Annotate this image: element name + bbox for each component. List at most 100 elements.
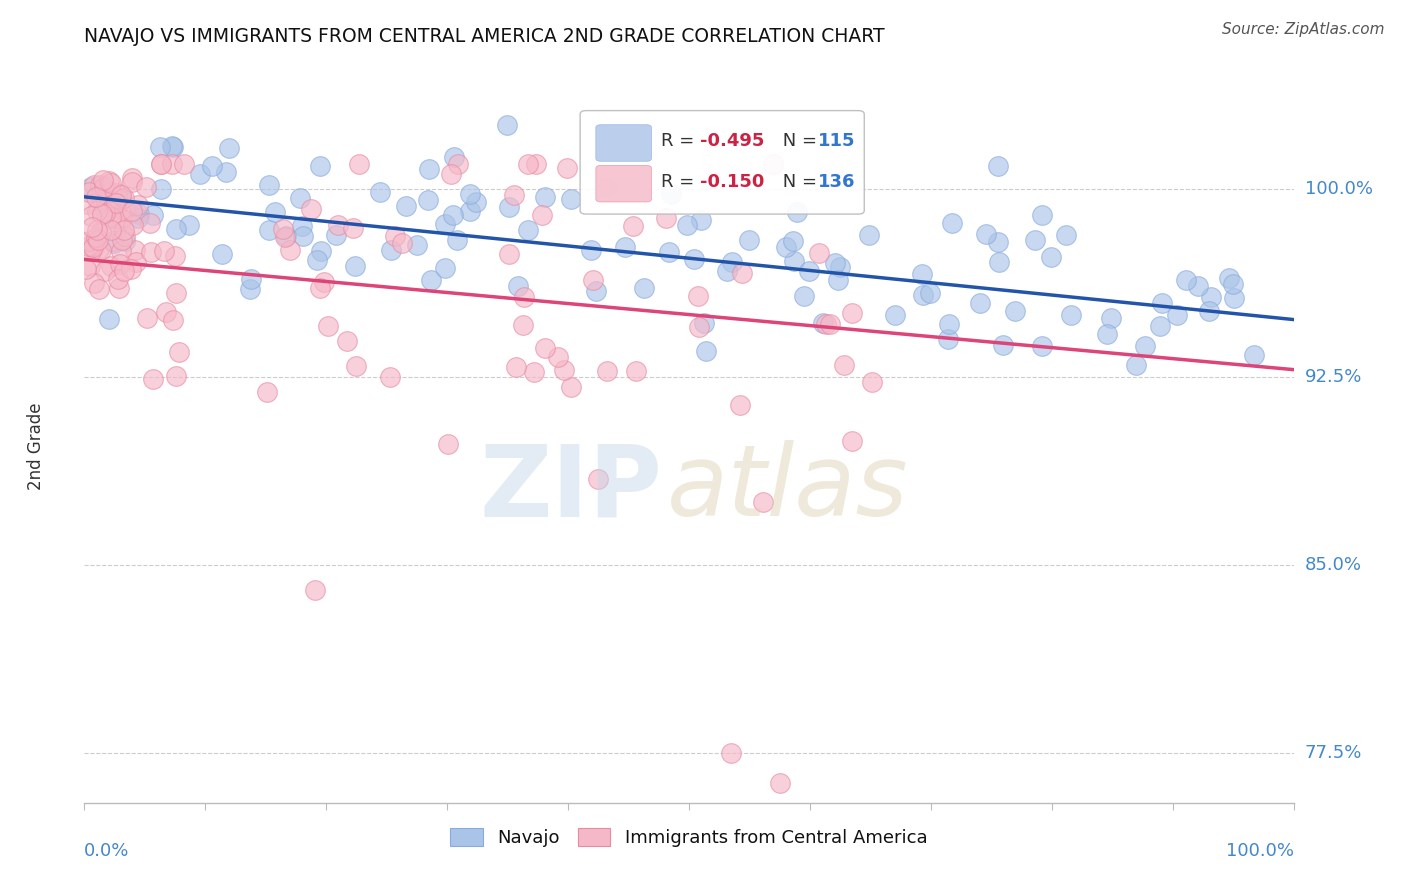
Point [100,211,122,225]
Point [814,318,837,332]
Text: 77.5%: 77.5% [1305,744,1362,762]
Point [987,159,1010,173]
Point [991,338,1014,352]
Point [633,281,655,295]
Text: -0.495: -0.495 [700,132,765,150]
Text: 0.0%: 0.0% [84,842,129,860]
Point [775,239,797,253]
Point [458,186,481,201]
Point [276,229,298,244]
Point [90,225,112,239]
Point [121,204,143,219]
Point [101,234,124,248]
Point [84,230,107,244]
Point [112,223,135,237]
Point [827,272,849,286]
Point [124,243,146,257]
Point [969,296,991,310]
Point [1149,319,1171,334]
Point [586,472,609,486]
Point [693,316,716,330]
Point [1133,339,1156,353]
Point [918,286,941,301]
Point [523,365,546,379]
Point [517,223,540,237]
Point [738,233,761,247]
Point [77,234,100,248]
Point [808,245,831,260]
Point [87,282,110,296]
Point [264,205,287,219]
Point [1222,291,1244,305]
Point [624,364,647,378]
Point [76,197,98,211]
Text: 136: 136 [818,173,856,191]
Point [974,227,997,241]
Point [127,197,149,211]
Point [505,359,527,374]
Point [89,178,111,192]
Point [941,216,963,230]
Point [257,222,280,236]
Point [86,233,108,247]
Point [316,318,339,333]
Text: 85.0%: 85.0% [1305,556,1361,574]
Point [107,272,129,286]
Point [128,207,150,221]
Point [1099,310,1122,325]
Point [152,244,174,258]
Point [912,288,935,302]
Point [936,332,959,346]
Point [305,253,328,268]
Point [783,254,806,268]
Point [434,261,457,276]
Point [162,140,184,154]
Text: N =: N = [778,132,823,150]
Point [1199,290,1222,304]
Point [141,245,163,260]
Point [440,167,463,181]
Point [517,157,540,171]
Point [342,220,364,235]
Legend: Navajo, Immigrants from Central America: Navajo, Immigrants from Central America [443,821,935,855]
Point [83,178,105,193]
Point [531,208,554,222]
Point [149,140,172,154]
Point [1218,271,1240,285]
FancyBboxPatch shape [596,165,651,202]
Point [211,247,233,261]
Point [560,380,582,394]
Point [1125,359,1147,373]
Point [121,171,143,186]
Point [101,211,124,226]
Point [534,189,557,203]
Point [165,249,187,263]
Point [301,202,323,216]
Point [120,262,142,277]
Point [689,213,711,227]
Point [344,359,367,373]
Point [91,207,114,221]
Point [1054,227,1077,242]
Point [1031,208,1053,222]
Point [93,180,115,194]
Text: 2nd Grade: 2nd Grade [27,402,45,490]
Point [613,240,636,254]
Point [1031,339,1053,353]
Point [114,228,136,243]
Point [160,157,183,171]
Point [142,372,165,386]
Point [110,244,132,259]
Point [524,157,547,171]
Point [77,186,100,200]
Point [240,271,263,285]
Point [1004,303,1026,318]
Point [105,202,128,217]
Point [419,273,441,287]
Point [83,276,105,290]
Point [595,180,617,194]
Point [79,259,101,273]
Text: 100.0%: 100.0% [1226,842,1294,860]
Text: 115: 115 [818,132,856,150]
Point [824,255,846,269]
